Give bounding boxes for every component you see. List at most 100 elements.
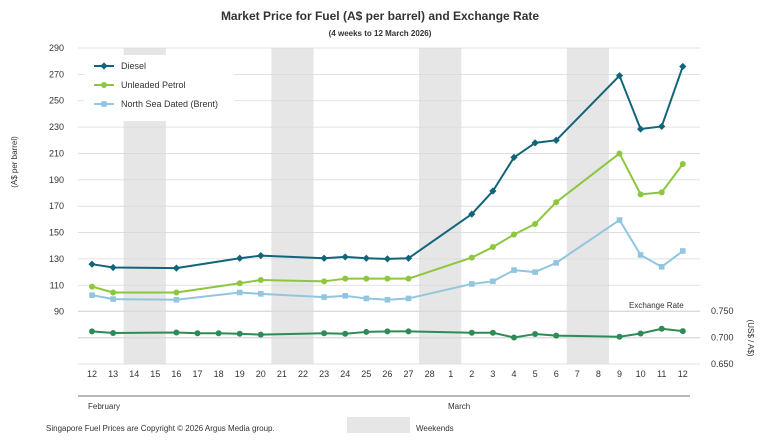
x-tick-label: 7 — [575, 369, 580, 379]
data-point-unleaded-petrol — [257, 277, 264, 283]
x-tick-label: 17 — [192, 369, 202, 379]
legend-label: Unleaded Petrol — [121, 80, 186, 90]
x-tick-label: 24 — [340, 369, 350, 379]
data-point-diesel — [383, 255, 391, 263]
data-point-exchange-rate — [215, 330, 222, 337]
x-tick-label: 28 — [425, 369, 435, 379]
data-point-exchange-rate — [658, 325, 665, 332]
legend-marker — [101, 101, 107, 107]
data-point-unleaded-petrol — [679, 161, 686, 167]
data-point-north-sea-dated-brent — [258, 291, 264, 297]
data-point-exchange-rate — [553, 332, 560, 339]
data-point-diesel — [489, 187, 497, 195]
data-point-exchange-rate — [637, 330, 644, 337]
weekends-legend-label: Weekends — [416, 424, 454, 433]
data-point-north-sea-dated-brent — [469, 281, 475, 287]
data-point-unleaded-petrol — [637, 191, 644, 198]
data-point-exchange-rate — [679, 328, 686, 335]
data-point-unleaded-petrol — [363, 275, 370, 282]
x-tick-label: 10 — [636, 369, 646, 379]
x-tick-label: 13 — [108, 369, 118, 379]
data-point-diesel — [320, 254, 328, 262]
data-point-unleaded-petrol — [405, 275, 412, 282]
x-tick-label: 20 — [256, 369, 266, 379]
x-tick-label: 21 — [277, 369, 287, 379]
data-point-diesel — [88, 260, 96, 268]
data-point-unleaded-petrol — [321, 278, 328, 285]
weekends-legend-swatch — [347, 417, 410, 433]
x-tick-label: 12 — [678, 369, 688, 379]
x-tick-label: 26 — [382, 369, 392, 379]
x-tick-label: 4 — [511, 369, 516, 379]
data-point-diesel — [257, 252, 265, 260]
data-point-diesel — [658, 122, 666, 131]
data-point-diesel — [172, 264, 180, 272]
data-point-north-sea-dated-brent — [637, 252, 644, 258]
data-point-north-sea-dated-brent — [236, 289, 243, 296]
data-point-unleaded-petrol — [110, 289, 117, 296]
data-point-exchange-rate — [342, 330, 349, 337]
data-point-exchange-rate — [363, 328, 370, 335]
series-exchange-rate — [89, 325, 686, 341]
data-point-exchange-rate — [489, 329, 496, 336]
y-tick-label: 210 — [49, 148, 64, 158]
data-point-exchange-rate — [89, 328, 95, 335]
legend-marker — [100, 62, 108, 70]
y-tick-label: 190 — [49, 175, 64, 185]
data-point-north-sea-dated-brent — [342, 293, 348, 299]
series-north-sea-dated-brent — [89, 217, 686, 303]
data-point-north-sea-dated-brent — [173, 296, 180, 303]
data-point-north-sea-dated-brent — [89, 292, 95, 298]
x-tick-label: 2 — [469, 369, 474, 379]
y-tick-label: 130 — [49, 254, 64, 264]
data-point-north-sea-dated-brent — [511, 267, 517, 273]
data-point-north-sea-dated-brent — [405, 295, 412, 302]
y-tick-label: 290 — [49, 43, 64, 53]
data-point-north-sea-dated-brent — [110, 296, 116, 302]
data-point-exchange-rate — [532, 331, 539, 338]
data-point-unleaded-petrol — [173, 289, 180, 296]
copyright-text: Singapore Fuel Prices are Copyright © 20… — [46, 424, 275, 433]
chart-title: Market Price for Fuel (A$ per barrel) an… — [221, 9, 539, 23]
legend-label: Diesel — [121, 61, 146, 71]
data-point-diesel — [531, 139, 539, 147]
data-point-unleaded-petrol — [532, 220, 539, 227]
data-point-exchange-rate — [616, 333, 623, 340]
y-tick-label: 250 — [49, 96, 64, 106]
data-point-north-sea-dated-brent — [680, 248, 686, 254]
y-right-tick-label: 0.650 — [711, 359, 734, 369]
x-tick-label: 16 — [171, 369, 181, 379]
x-tick-label: 9 — [617, 369, 622, 379]
y-ticks-right: 0.750 0.700 0.650 — [711, 306, 734, 369]
legend-item-unleaded-petrol: Unleaded Petrol — [94, 80, 186, 90]
data-point-exchange-rate — [194, 330, 201, 337]
x-tick-label: 3 — [490, 369, 495, 379]
data-point-exchange-rate — [236, 330, 243, 337]
data-point-exchange-rate — [257, 331, 264, 338]
x-tick-label: 23 — [319, 369, 329, 379]
data-point-unleaded-petrol — [236, 280, 243, 287]
x-tick-label: 27 — [403, 369, 413, 379]
legend-item-north-sea-dated-brent: North Sea Dated (Brent) — [94, 99, 218, 109]
data-point-exchange-rate — [173, 329, 180, 336]
series — [88, 62, 687, 341]
data-point-diesel — [468, 210, 476, 218]
data-point-exchange-rate — [511, 334, 517, 341]
data-point-diesel — [404, 254, 413, 262]
data-point-diesel — [637, 125, 645, 133]
x-tick-label: 8 — [596, 369, 601, 379]
y-right-tick-label: 0.750 — [711, 306, 734, 316]
data-point-north-sea-dated-brent — [532, 269, 538, 275]
x-tick-label: 22 — [298, 369, 308, 379]
data-point-diesel — [552, 136, 560, 144]
y-tick-label: 90 — [54, 307, 64, 317]
x-tick-label: 11 — [657, 369, 666, 379]
data-point-north-sea-dated-brent — [490, 278, 496, 285]
data-point-north-sea-dated-brent — [363, 295, 370, 302]
y-tick-label: 270 — [49, 69, 64, 79]
data-point-unleaded-petrol — [342, 275, 349, 282]
data-point-unleaded-petrol — [489, 244, 496, 251]
x-tick-label: 25 — [361, 369, 371, 379]
exchange-rate-label: Exchange Rate — [629, 301, 684, 310]
x-tick-label: 15 — [150, 369, 160, 379]
